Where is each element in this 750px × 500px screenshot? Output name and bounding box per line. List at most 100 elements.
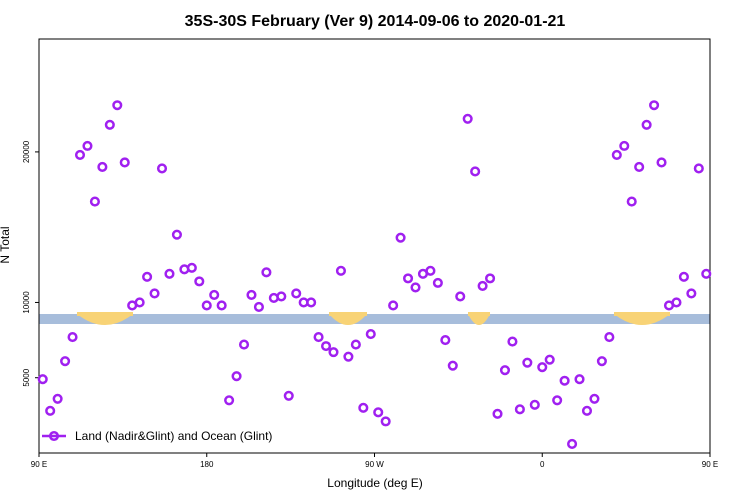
legend-marker: [48, 430, 60, 442]
data-point: [641, 119, 652, 130]
data-point: [350, 339, 361, 350]
data-point: [186, 262, 197, 273]
data-point: [164, 268, 175, 279]
land-band-2: [468, 314, 490, 325]
data-point: [373, 407, 384, 418]
data-point: [253, 301, 264, 313]
x-tick-label: 90 E: [31, 460, 47, 469]
data-point: [335, 265, 347, 276]
data-point: [283, 390, 294, 401]
data-point: [514, 404, 525, 415]
data-point: [649, 100, 660, 111]
data-point: [619, 140, 630, 151]
data-point: [97, 161, 108, 173]
data-point: [574, 374, 585, 385]
land-strip-1: [329, 312, 367, 316]
data-point: [231, 371, 242, 382]
data-point: [581, 405, 593, 416]
data-point: [238, 339, 250, 350]
data-point: [313, 332, 324, 343]
y-axis: 5000 10000 20000: [22, 140, 39, 387]
data-point: [365, 329, 376, 340]
y-tick-label: 10000: [22, 291, 31, 314]
data-point: [604, 332, 615, 343]
data-point: [447, 360, 458, 371]
data-point: [477, 280, 488, 291]
y-tick-label: 5000: [22, 368, 31, 386]
data-point: [343, 351, 354, 362]
data-point: [507, 336, 518, 347]
data-point: [149, 288, 160, 299]
data-point: [701, 268, 712, 279]
plot-frame: [38, 38, 711, 454]
y-tick-label: 20000: [22, 140, 31, 163]
data-point: [410, 282, 421, 293]
land-strip-2: [468, 312, 490, 316]
land-strip-3: [614, 312, 670, 316]
data-point: [529, 399, 540, 410]
data-point: [634, 161, 645, 173]
legend-label: Land (Nadir&Glint) and Ocean (Glint): [75, 429, 272, 443]
data-point: [596, 356, 607, 367]
data-point: [276, 291, 287, 302]
data-point: [82, 140, 93, 151]
data-point: [328, 347, 339, 358]
data-point: [60, 356, 71, 367]
data-point: [395, 232, 406, 243]
land-strip-0: [77, 312, 133, 316]
data-point: [432, 277, 443, 288]
data-point: [380, 416, 391, 427]
data-point: [626, 196, 637, 207]
land-band-0: [77, 314, 133, 325]
data-point: [656, 157, 667, 168]
data-point: [537, 362, 548, 373]
data-point: [67, 332, 78, 343]
data-point: [693, 163, 704, 174]
data-point: [209, 289, 220, 300]
data-point: [440, 335, 451, 346]
data-point: [492, 408, 503, 419]
data-points: [37, 100, 712, 450]
data-point: [201, 300, 212, 311]
surface-type-band: [39, 312, 710, 325]
x-tick-label: 90 E: [702, 460, 718, 469]
data-point: [119, 157, 130, 168]
data-point: [171, 229, 182, 240]
data-point: [74, 149, 86, 160]
x-tick-label: 0: [540, 460, 545, 469]
data-point: [485, 273, 496, 284]
data-point: [52, 393, 63, 404]
data-point: [134, 297, 145, 308]
data-point: [261, 267, 272, 278]
data-point: [224, 395, 235, 406]
data-point: [671, 297, 682, 308]
data-point: [37, 374, 48, 385]
data-point: [142, 271, 153, 282]
data-point: [156, 163, 168, 174]
data-point: [522, 357, 533, 368]
data-point: [194, 276, 205, 287]
data-point: [470, 166, 481, 177]
data-point: [552, 395, 563, 406]
data-point: [388, 300, 399, 311]
land-band-3: [614, 314, 670, 325]
data-point: [462, 113, 473, 124]
data-point: [89, 196, 100, 207]
data-point: [358, 402, 369, 413]
data-point: [678, 271, 689, 282]
data-point: [455, 291, 466, 302]
x-axis: 90 E 180 90 W 0 90 E: [31, 453, 718, 469]
data-point: [403, 273, 414, 284]
data-point: [320, 341, 332, 352]
x-axis-label: Longitude (deg E): [327, 476, 422, 490]
x-tick-label: 90 W: [365, 460, 384, 469]
ocean-band: [39, 314, 710, 324]
data-point: [499, 365, 511, 376]
data-point: [112, 100, 123, 111]
data-point: [45, 405, 56, 416]
data-point: [544, 354, 555, 365]
x-tick-label: 180: [200, 460, 214, 469]
data-point: [306, 297, 317, 308]
data-point: [104, 119, 115, 130]
